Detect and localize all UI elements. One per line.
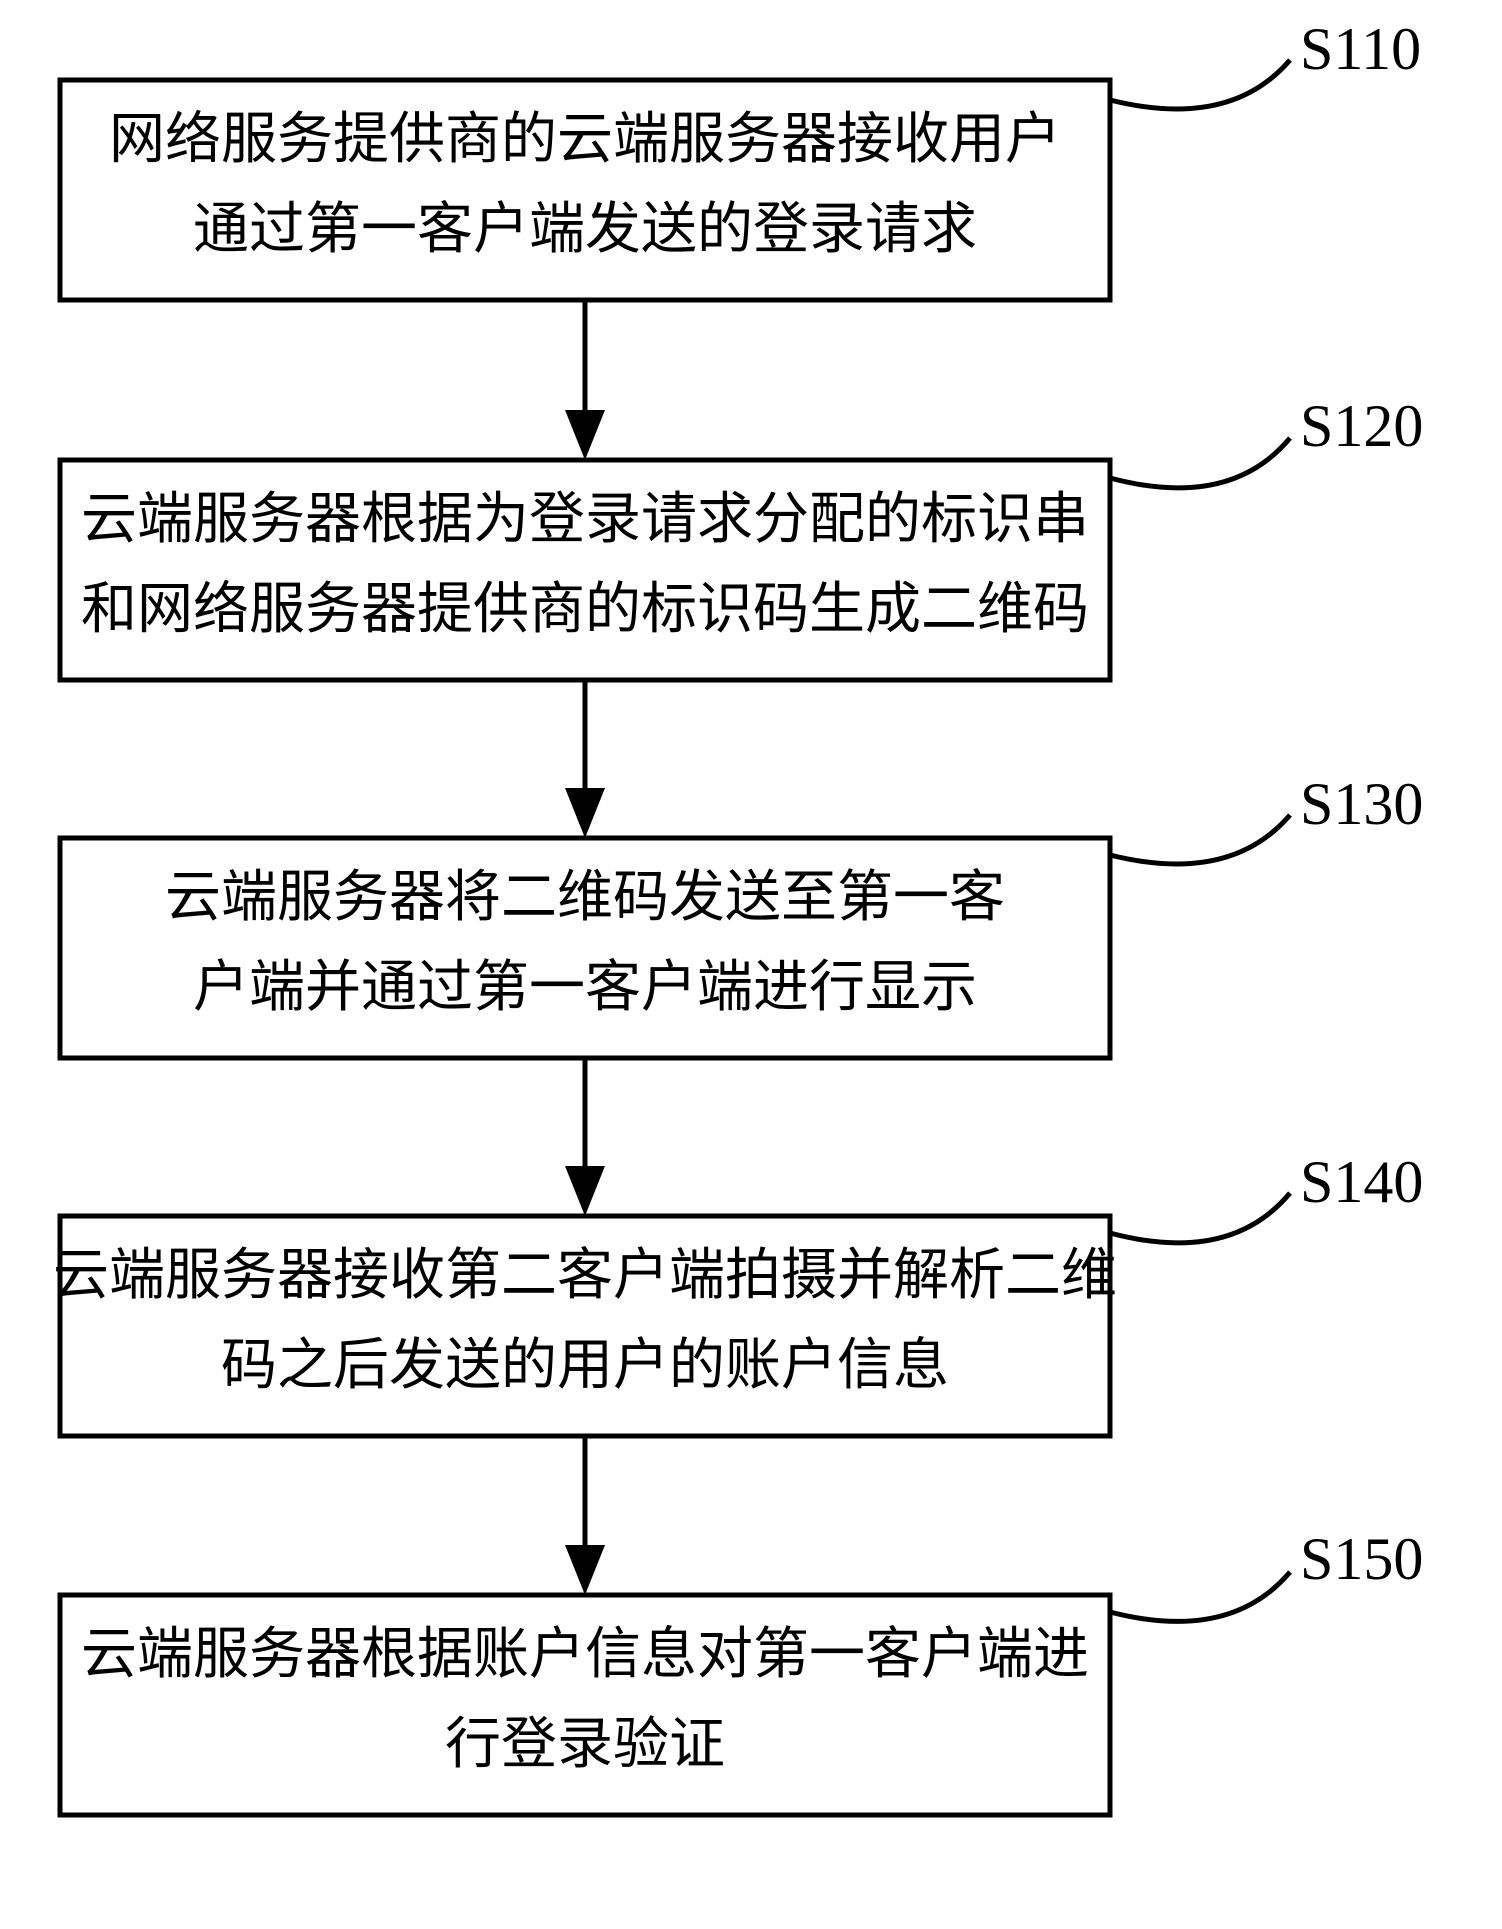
arrowhead-icon — [565, 410, 605, 460]
step-label-s110: S110 — [1300, 16, 1421, 82]
flow-step-s120-line-0: 云端服务器根据为登录请求分配的标识串 — [81, 489, 1089, 551]
leader-s130 — [1110, 815, 1290, 864]
leader-s110 — [1110, 60, 1290, 109]
flow-step-s110-line-1: 通过第一客户端发送的登录请求 — [193, 199, 977, 261]
step-label-s120: S120 — [1300, 393, 1423, 459]
step-label-s130: S130 — [1300, 771, 1423, 837]
leader-s120 — [1110, 438, 1290, 488]
arrowhead-icon — [565, 1166, 605, 1216]
flow-step-s150-line-0: 云端服务器根据账户信息对第一客户端进 — [81, 1624, 1089, 1686]
step-label-s140: S140 — [1300, 1149, 1423, 1215]
flow-step-s120: 云端服务器根据为登录请求分配的标识串和网络服务器提供商的标识码生成二维码 S120 — [60, 393, 1423, 680]
flow-step-s140: 云端服务器接收第二客户端拍摄并解析二维码之后发送的用户的账户信息 S140 — [53, 1149, 1423, 1436]
flow-step-s140-line-0: 云端服务器接收第二客户端拍摄并解析二维 — [53, 1245, 1117, 1307]
leader-s150 — [1110, 1572, 1290, 1621]
flow-step-s130-line-1: 户端并通过第一客户端进行显示 — [193, 957, 977, 1019]
arrow-s120-to-s130 — [565, 680, 605, 838]
arrowhead-icon — [565, 788, 605, 838]
flow-step-s150-line-1: 行登录验证 — [445, 1714, 725, 1776]
arrow-s110-to-s120 — [565, 300, 605, 460]
flow-step-s140-line-1: 码之后发送的用户的账户信息 — [221, 1335, 949, 1397]
flow-step-s130-line-0: 云端服务器将二维码发送至第一客 — [165, 867, 1005, 929]
flow-step-s120-line-1: 和网络服务器提供商的标识码生成二维码 — [81, 579, 1089, 641]
flow-step-s110-line-0: 网络服务提供商的云端服务器接收用户 — [109, 109, 1061, 171]
step-label-s150: S150 — [1300, 1526, 1423, 1592]
leader-s140 — [1110, 1193, 1290, 1243]
arrowhead-icon — [565, 1545, 605, 1595]
flowchart-canvas: 网络服务提供商的云端服务器接收用户通过第一客户端发送的登录请求 S110 云端服务器… — [0, 0, 1502, 1929]
arrow-s140-to-s150 — [565, 1436, 605, 1595]
flow-step-s150: 云端服务器根据账户信息对第一客户端进行登录验证 S150 — [60, 1526, 1423, 1815]
arrow-s130-to-s140 — [565, 1058, 605, 1216]
flow-step-s130: 云端服务器将二维码发送至第一客户端并通过第一客户端进行显示 S130 — [60, 771, 1423, 1058]
flow-step-s110: 网络服务提供商的云端服务器接收用户通过第一客户端发送的登录请求 S110 — [60, 16, 1421, 300]
